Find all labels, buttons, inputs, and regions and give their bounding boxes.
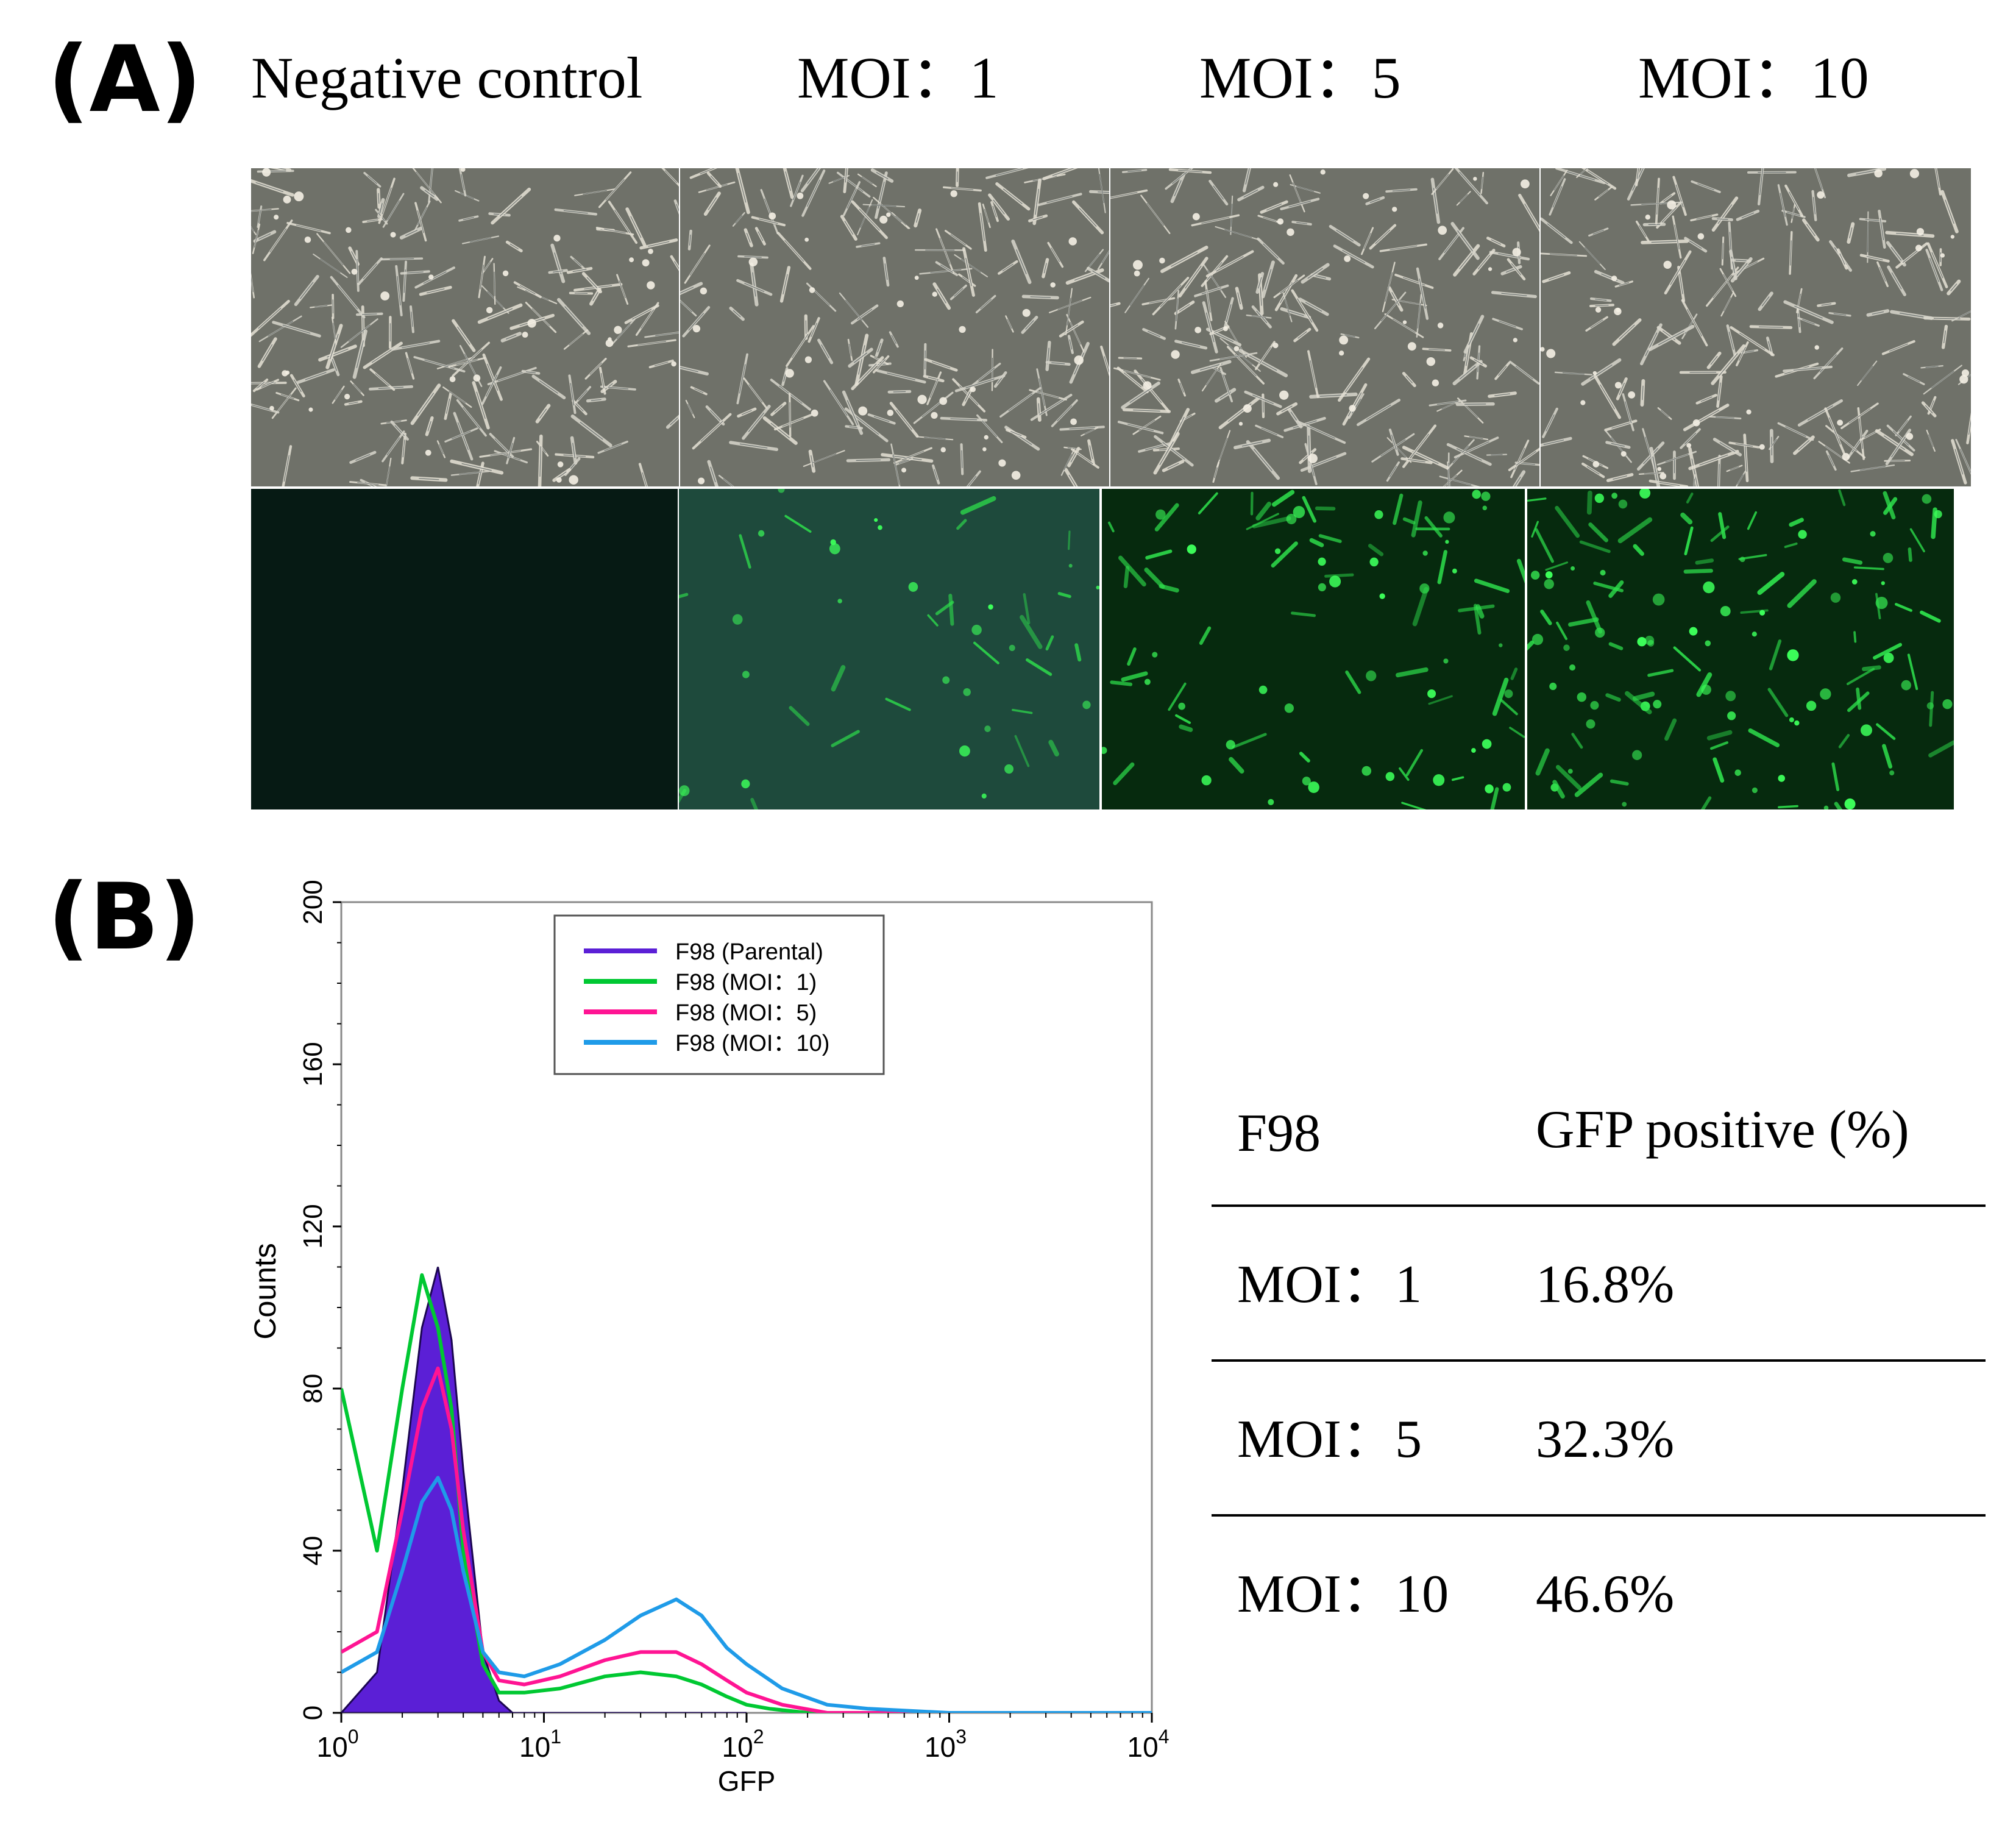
gfp-image-negative-control <box>251 489 678 809</box>
panel-b-label: (B) <box>48 864 201 970</box>
legend-entry: F98 (Parental) <box>675 939 823 965</box>
y-tick-label: 160 <box>298 1042 328 1086</box>
table-header-cell-line: F98 <box>1237 1104 1321 1163</box>
table-row-moi-5-value: 32.3% <box>1536 1410 1675 1469</box>
x-axis-label: GFP <box>718 1765 776 1797</box>
table-row-moi-10-label: MOI：10 <box>1237 1565 1449 1624</box>
y-tick-label: 80 <box>298 1374 328 1404</box>
x-tick-label: 101 <box>519 1726 561 1763</box>
series-area-parental <box>341 1267 747 1713</box>
x-tick-label: 100 <box>317 1726 359 1763</box>
table-rule <box>1212 1514 1986 1517</box>
y-tick-label: 40 <box>298 1536 328 1566</box>
legend-box <box>553 914 885 1075</box>
y-tick-label: 200 <box>298 880 328 924</box>
series-line <box>341 1476 1152 1713</box>
table-rule <box>1212 1359 1986 1362</box>
legend-entry: F98 (MOI：10) <box>675 1031 829 1056</box>
panel-a-label: (A) <box>48 27 202 133</box>
table-row-moi-1-label: MOI：1 <box>1237 1255 1422 1314</box>
series-line <box>341 1366 1152 1713</box>
legend-entry: F98 (MOI：1) <box>675 970 817 995</box>
x-tick-label: 104 <box>1127 1726 1169 1763</box>
gfp-histogram-chart: 0 40 80 120 160 200 100 101 102 103 104 GFP Counts F9… <box>232 878 1207 1816</box>
y-axis-label: Counts <box>248 1243 282 1339</box>
gfp-image-moi-10 <box>1527 489 1954 809</box>
phase-contrast-image-moi-5 <box>1110 168 1539 486</box>
column-title-moi-1: MOI：1 <box>797 45 999 110</box>
table-row-moi-5-label: MOI：5 <box>1237 1410 1422 1469</box>
legend-entry: F98 (MOI：5) <box>675 1000 817 1026</box>
table-header-gfp-positive: GFP positive (%) <box>1536 1100 1909 1159</box>
phase-contrast-image-moi-10 <box>1541 168 1971 486</box>
y-tick-label: 120 <box>298 1204 328 1248</box>
x-tick-label: 103 <box>925 1726 967 1763</box>
x-tick-label: 102 <box>722 1726 764 1763</box>
phase-contrast-image-negative-control <box>251 168 679 486</box>
column-title-moi-10: MOI：10 <box>1638 45 1869 110</box>
table-rule <box>1212 1204 1986 1207</box>
column-title-moi-5: MOI：5 <box>1199 45 1401 110</box>
series-line <box>341 1273 1152 1713</box>
gfp-image-moi-1 <box>679 489 1099 809</box>
y-tick-label: 0 <box>298 1706 328 1720</box>
phase-contrast-image-moi-1 <box>680 168 1109 486</box>
gfp-image-moi-5 <box>1102 489 1525 809</box>
table-row-moi-1-value: 16.8% <box>1536 1255 1675 1314</box>
column-title-negative-control: Negative control <box>251 45 643 110</box>
table-row-moi-10-value: 46.6% <box>1536 1565 1675 1624</box>
